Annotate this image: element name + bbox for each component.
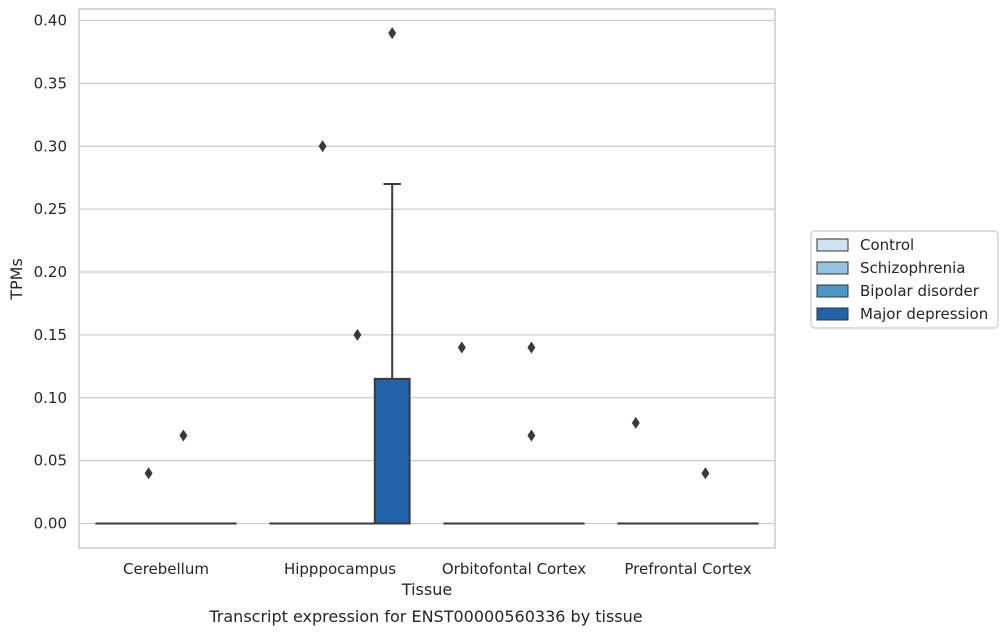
legend: Control Schizophrenia Bipolar disorder Majo… [810, 230, 999, 329]
box-1-3 [373, 27, 411, 525]
y-tick-label: 0.30 [34, 137, 67, 155]
plot-area-frame [78, 8, 776, 549]
y-tick-label: 0.20 [34, 263, 67, 281]
box-1-2 [339, 328, 376, 525]
box-0-2 [165, 429, 202, 525]
y-tick-label: 0.25 [34, 200, 67, 218]
box-3-2 [687, 467, 724, 525]
x-tick-label: Orbitofontal Cortex [442, 560, 586, 578]
outlier-point [318, 140, 327, 153]
x-tick-label: Cerebellum [123, 560, 209, 578]
x-tick-label: Prefrontal Cortex [624, 560, 751, 578]
legend-label: Bipolar disorder [860, 282, 980, 300]
legend-label: Control [860, 236, 914, 254]
outlier-point [527, 429, 536, 442]
outlier-point [388, 27, 397, 40]
y-tick-label: 0.00 [34, 515, 67, 533]
legend-label: Major depression [860, 305, 988, 323]
y-tick-label: 0.10 [34, 389, 67, 407]
x-axis-label: Tissue [401, 580, 452, 599]
legend-swatch [816, 307, 849, 321]
legend-swatch [816, 284, 849, 298]
chart-caption: Transcript expression for ENST0000056033… [208, 607, 642, 626]
y-tick-labels: 0.00 0.05 0.10 0.15 0.20 0.25 0.30 0.35 0.40 [34, 12, 67, 533]
y-axis-label: TPMs [7, 258, 26, 301]
y-tick-label: 0.05 [34, 452, 67, 470]
box-body [373, 377, 411, 525]
legend-swatch [816, 261, 849, 275]
outlier-point [631, 416, 640, 429]
x-tick-label: Hipppocampus [284, 560, 396, 578]
y-tick-label: 0.15 [34, 326, 67, 344]
boxes [95, 27, 759, 525]
outlier-point [701, 467, 710, 480]
outlier-point [353, 328, 362, 341]
box-2-0 [443, 341, 481, 525]
box-3-0 [617, 416, 655, 525]
legend-frame [810, 230, 999, 329]
outlier-point [457, 341, 466, 354]
outlier-point [179, 429, 188, 442]
outlier-point [527, 341, 536, 354]
y-tick-label: 0.40 [34, 12, 67, 30]
y-tick-label: 0.35 [34, 74, 67, 92]
box-1-1 [304, 140, 342, 525]
box-0-1 [130, 467, 167, 525]
outlier-point [144, 467, 153, 480]
legend-swatch [816, 238, 849, 252]
y-gridlines [79, 19, 775, 525]
legend-label: Schizophrenia [860, 259, 965, 277]
box-2-2 [513, 341, 550, 525]
x-tick-labels: Cerebellum Hipppocampus Orbitofontal Corte… [123, 560, 752, 578]
